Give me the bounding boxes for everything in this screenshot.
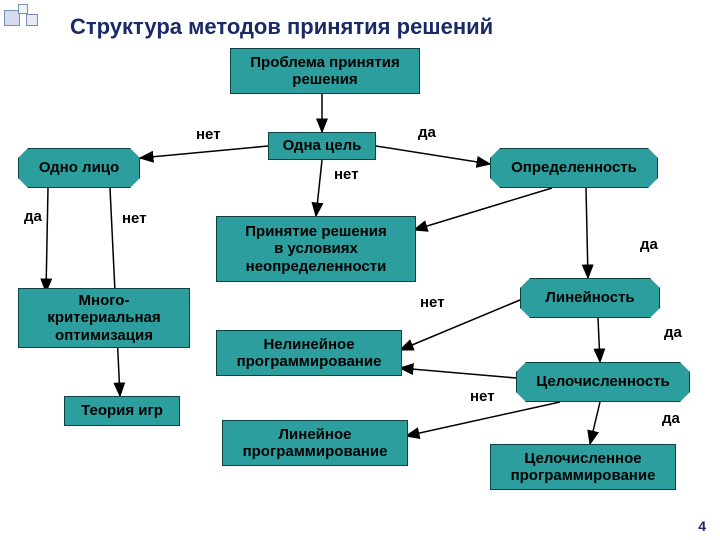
- edge-linearity-intprop: [598, 318, 600, 362]
- node-linprog: Линейноепрограммирование: [222, 420, 408, 466]
- edge-label-linearity-nonlin: нет: [420, 294, 445, 311]
- edge-label-one_person-gametheory: нет: [122, 210, 147, 227]
- node-determ: Определенность: [490, 148, 658, 188]
- edge-label-one_goal-one_person: нет: [196, 126, 221, 143]
- edge-label-one_goal-uncert: нет: [334, 166, 359, 183]
- edge-one_goal-determ: [376, 146, 490, 164]
- edge-label-intprop-nonlin: нет: [470, 388, 495, 405]
- node-linearity: Линейность: [520, 278, 660, 318]
- node-problem: Проблема принятиярешения: [230, 48, 420, 94]
- node-multi: Много-критериальнаяоптимизация: [18, 288, 190, 348]
- edge-label-determ-linearity: да: [640, 236, 658, 253]
- node-intprop: Целочисленность: [516, 362, 690, 402]
- edge-one_goal-uncert: [316, 160, 322, 216]
- edge-label-one_person-multi: да: [24, 208, 42, 225]
- node-gametheory: Теория игр: [64, 396, 180, 426]
- edge-label-intprop-intprog: да: [662, 410, 680, 427]
- edge-determ-uncert: [414, 188, 552, 230]
- edge-intprop-nonlin: [400, 368, 516, 378]
- edge-label-linearity-intprop: да: [664, 324, 682, 341]
- page-title: Структура методов принятия решений: [70, 14, 493, 40]
- node-nonlin: Нелинейноепрограммирование: [216, 330, 402, 376]
- node-intprog: Целочисленноепрограммирование: [490, 444, 676, 490]
- node-uncert: Принятие решенияв условияхнеопределеннос…: [216, 216, 416, 282]
- edge-one_goal-one_person: [140, 146, 268, 158]
- edge-determ-linearity: [586, 188, 588, 278]
- corner-decoration: [4, 4, 52, 32]
- node-one_person: Одно лицо: [18, 148, 140, 188]
- edge-one_person-multi: [46, 188, 48, 292]
- edge-intprop-linprog: [406, 402, 560, 436]
- edge-linearity-nonlin: [400, 300, 520, 350]
- node-one_goal: Одна цель: [268, 132, 376, 160]
- edge-intprop-intprog: [590, 402, 600, 444]
- page-number: 4: [698, 518, 706, 534]
- edge-label-one_goal-determ: да: [418, 124, 436, 141]
